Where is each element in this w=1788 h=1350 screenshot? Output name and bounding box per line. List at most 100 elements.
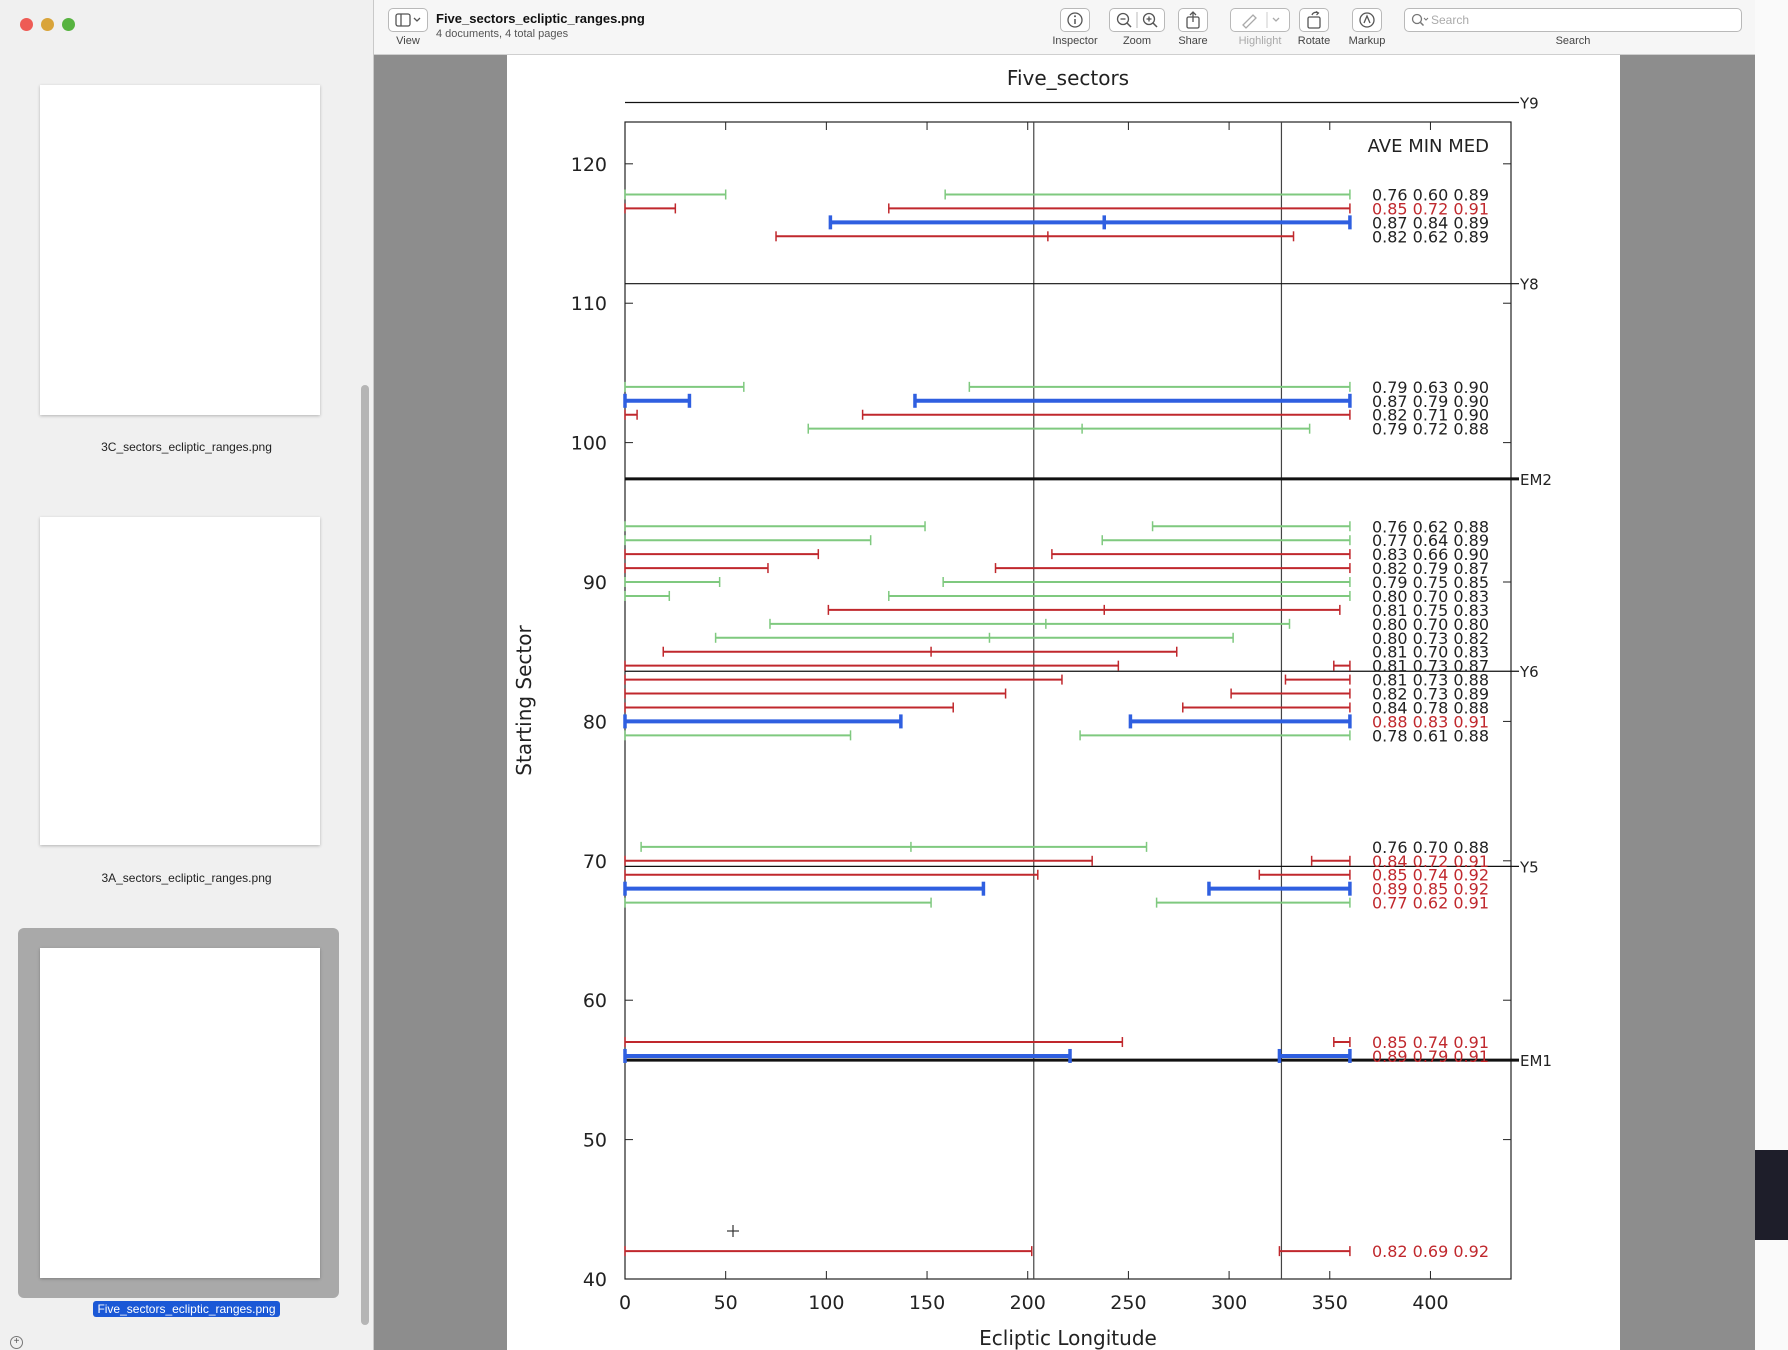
row-stats-27: 0.89 0.85 0.92 xyxy=(1372,880,1489,899)
row-stats-10: 0.83 0.66 0.90 xyxy=(1372,545,1489,564)
document-title: Five_sectors_ecliptic_ranges.png xyxy=(436,11,645,26)
y-tick-label-70: 70 xyxy=(583,851,607,873)
thumbnail-five[interactable] xyxy=(40,948,320,1278)
thumbnail-label-five-text: Five_sectors_ecliptic_ranges.png xyxy=(93,1301,280,1317)
rotate-label: Rotate xyxy=(1297,35,1331,47)
x-tick-label-50: 50 xyxy=(714,1292,738,1314)
zoom-window-button[interactable] xyxy=(62,18,75,31)
toolbar: View Five_sectors_ecliptic_ranges.png 4 … xyxy=(374,0,1755,55)
x-tick-label-200: 200 xyxy=(1010,1292,1046,1314)
zoom-label: Zoom xyxy=(1122,35,1152,47)
thumbnail-3a[interactable] xyxy=(40,517,320,845)
row-stats-30: 0.89 0.79 0.91 xyxy=(1372,1047,1489,1066)
row-stats-4: 0.79 0.63 0.90 xyxy=(1372,378,1489,397)
chart-title: Five_sectors xyxy=(1007,66,1129,90)
marker-label-y6: Y6 xyxy=(1519,663,1539,681)
marker-label-y8: Y8 xyxy=(1519,276,1539,294)
x-tick-label-350: 350 xyxy=(1312,1292,1348,1314)
row-stats-7: 0.79 0.72 0.88 xyxy=(1372,420,1489,439)
row-stats-29: 0.85 0.74 0.91 xyxy=(1372,1033,1489,1052)
row-stats-6: 0.82 0.71 0.90 xyxy=(1372,406,1489,425)
row-stats-21: 0.84 0.78 0.88 xyxy=(1372,698,1489,717)
minimize-window-button[interactable] xyxy=(41,18,54,31)
add-page-icon[interactable]: + xyxy=(10,1336,23,1349)
y-tick-label-40: 40 xyxy=(583,1269,607,1291)
plot-frame xyxy=(624,121,1512,1280)
row-stats-22: 0.88 0.83 0.91 xyxy=(1372,712,1489,731)
inspector-button[interactable] xyxy=(1060,8,1090,32)
row-stats-17: 0.81 0.70 0.83 xyxy=(1372,643,1489,662)
x-tick-label-100: 100 xyxy=(808,1292,844,1314)
row-stats-9: 0.77 0.64 0.89 xyxy=(1372,531,1489,550)
share-button[interactable] xyxy=(1178,8,1208,32)
row-stats-3: 0.82 0.62 0.89 xyxy=(1372,227,1489,246)
x-tick-label-150: 150 xyxy=(909,1292,945,1314)
y-tick-label-50: 50 xyxy=(583,1130,607,1152)
row-stats-20: 0.82 0.73 0.89 xyxy=(1372,685,1489,704)
marker-label-em2: EM2 xyxy=(1520,471,1552,489)
row-stats-13: 0.80 0.70 0.83 xyxy=(1372,587,1489,606)
row-stats-12: 0.79 0.75 0.85 xyxy=(1372,573,1489,592)
row-stats-8: 0.76 0.62 0.88 xyxy=(1372,517,1489,536)
markup-icon xyxy=(1359,12,1375,28)
share-icon xyxy=(1186,11,1200,29)
thumbnail-3c[interactable] xyxy=(40,85,320,415)
sidebar-scrollbar[interactable] xyxy=(361,385,369,1325)
marker-label-y9: Y9 xyxy=(1519,94,1539,112)
row-stats-24: 0.76 0.70 0.88 xyxy=(1372,838,1489,857)
view-button[interactable] xyxy=(388,8,428,32)
markup-label: Markup xyxy=(1348,35,1386,47)
row-stats-0: 0.76 0.60 0.89 xyxy=(1372,185,1489,204)
y-tick-label-100: 100 xyxy=(571,433,607,455)
marker-label-y5: Y5 xyxy=(1519,858,1539,876)
share-label: Share xyxy=(1178,35,1208,47)
row-stats-23: 0.78 0.61 0.88 xyxy=(1372,726,1489,745)
y-tick-label-120: 120 xyxy=(571,154,607,176)
thumbnail-label-five: Five_sectors_ecliptic_ranges.png xyxy=(0,1301,373,1317)
thumbnail-label-3c: 3C_sectors_ecliptic_ranges.png xyxy=(101,440,272,454)
row-stats-11: 0.82 0.79 0.87 xyxy=(1372,559,1489,578)
thumbnail-label-3a: 3A_sectors_ecliptic_ranges.png xyxy=(101,871,272,885)
y-tick-label-60: 60 xyxy=(583,990,607,1012)
row-stats-31: 0.82 0.69 0.92 xyxy=(1372,1242,1489,1261)
row-stats-26: 0.85 0.74 0.92 xyxy=(1372,866,1489,885)
row-stats-16: 0.80 0.73 0.82 xyxy=(1372,629,1489,648)
sidebar-toggle-icon xyxy=(395,13,421,27)
view-label: View xyxy=(396,35,420,47)
zoom-button-group[interactable] xyxy=(1109,8,1165,32)
close-window-button[interactable] xyxy=(20,18,33,31)
document-subtitle: 4 documents, 4 total pages xyxy=(436,28,569,40)
marker-label-em1: EM1 xyxy=(1520,1052,1552,1070)
row-stats-5: 0.87 0.79 0.90 xyxy=(1372,392,1489,411)
row-stats-28: 0.77 0.62 0.91 xyxy=(1372,894,1489,913)
search-label: Search xyxy=(1555,35,1591,47)
y-tick-label-110: 110 xyxy=(571,293,607,315)
search-placeholder: Search xyxy=(1431,13,1470,27)
range-chart: Five_sectors 0 50 100 150 200 250 300 350 400 40 50… xyxy=(512,66,1552,1350)
info-icon xyxy=(1067,12,1083,28)
x-tick-label-0: 0 xyxy=(619,1292,631,1314)
row-stats-14: 0.81 0.75 0.83 xyxy=(1372,601,1489,620)
rotate-button[interactable] xyxy=(1299,8,1329,32)
x-axis-label: Ecliptic Longitude xyxy=(979,1326,1157,1350)
search-input[interactable]: Search xyxy=(1404,8,1742,32)
x-tick-label-400: 400 xyxy=(1412,1292,1448,1314)
y-tick-label-80: 80 xyxy=(583,711,607,733)
search-icon xyxy=(1411,13,1429,27)
background-terminal-fragment xyxy=(1755,1150,1788,1240)
thumbnail-sidebar: 3C_sectors_ecliptic_ranges.png 3A_sector… xyxy=(0,0,374,1350)
y-tick-label-90: 90 xyxy=(583,572,607,594)
highlighter-icon xyxy=(1242,12,1280,29)
markup-button[interactable] xyxy=(1352,8,1382,32)
row-stats-1: 0.85 0.72 0.91 xyxy=(1372,199,1489,218)
zoom-icons xyxy=(1116,12,1158,28)
inspector-label: Inspector xyxy=(1052,35,1098,47)
background-window-edge xyxy=(1755,0,1788,1350)
y-axis-label: Starting Sector xyxy=(512,625,536,776)
highlight-label: Highlight xyxy=(1238,35,1282,47)
rotate-icon xyxy=(1307,11,1321,29)
highlight-button[interactable] xyxy=(1230,8,1290,32)
document-page: Five_sectors 0 50 100 150 200 250 300 350 400 40 50… xyxy=(507,55,1620,1350)
x-tick-label-300: 300 xyxy=(1211,1292,1247,1314)
